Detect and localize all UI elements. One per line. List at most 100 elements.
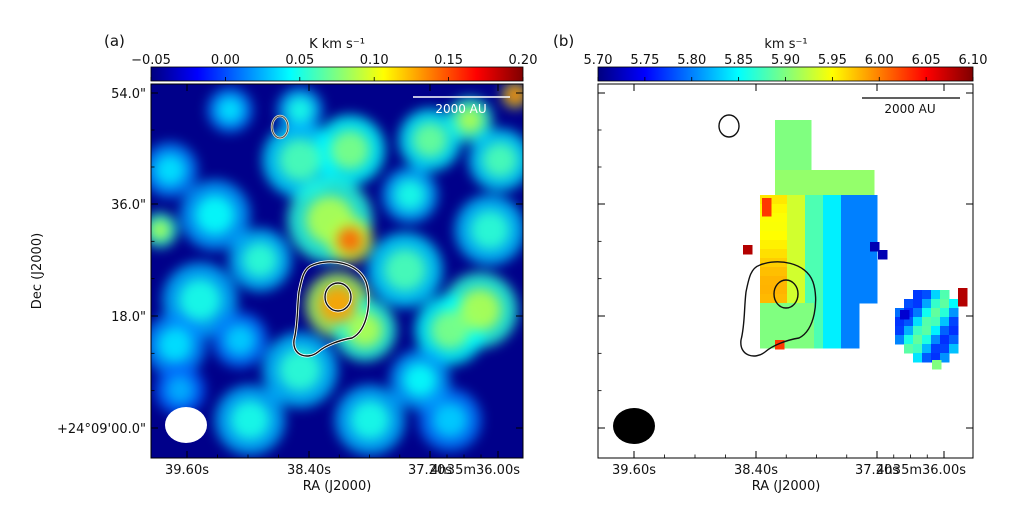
velocity-pixel [859,204,869,214]
velocity-pixel [775,120,785,130]
velocity-pixel [787,339,797,349]
intensity-core [412,122,448,158]
velocity-pixel [814,222,824,232]
velocity-pixel [775,156,785,166]
velocity-pixel [829,179,839,189]
velocity-pixel [796,294,806,304]
velocity-pixel [778,213,788,223]
velocity-pixel [904,299,914,309]
velocity-pixel [829,188,839,198]
velocity-pixel [859,240,869,250]
velocity-pixel [922,290,932,300]
velocity-pixel [805,312,815,322]
velocity-pixel [850,294,860,304]
velocity-pixel [793,138,803,148]
velocity-pixel [940,299,950,309]
velocity-pixel [769,339,779,349]
velocity-pixel [802,170,812,180]
velocity-pixel [787,240,797,250]
velocity-pixel [865,188,875,198]
panel-b-xtick-label: 38.40s [734,463,778,478]
intensity-core [195,195,235,235]
velocity-pixel [769,240,779,250]
velocity-pixel [841,213,851,223]
panel-a-xtick-label: 37.20s [408,463,452,478]
velocity-pixel [814,285,824,295]
velocity-pixel [823,294,833,304]
velocity-pixel [949,317,959,327]
velocity-pixel [805,222,815,232]
velocity-pixel [784,120,794,130]
velocity-pixel [814,204,824,214]
velocity-pixel [805,303,815,313]
velocity-pixel [823,231,833,241]
velocity-pixel [850,240,860,250]
velocity-pixel [769,330,779,340]
colorbar-b: km s⁻¹ 5.70 5.75 5.80 5.85 5.90 5.95 6.00 6.05 6… [584,37,987,82]
velocity-pixel [841,303,851,313]
velocity-pixel [841,330,851,340]
velocity-pixel [931,299,941,309]
velocity-pixel [850,330,860,340]
velocity-pixel [778,240,788,250]
intensity-core [230,400,270,440]
velocity-pixel [769,267,779,277]
velocity-pixel [841,312,851,322]
velocity-pixel [793,156,803,166]
colorbar-a-tick-label: 0.00 [211,53,240,68]
intensity-core [384,249,426,291]
contour-b-inner [773,279,799,309]
intensity-core [482,142,518,178]
intensity-core [432,402,468,438]
velocity-pixel [805,249,815,259]
velocity-pixel [814,249,824,259]
velocity-pixel [904,344,914,354]
velocity-pixel [878,250,888,260]
velocity-pixel [811,170,821,180]
velocity-pixel [823,312,833,322]
velocity-pixel [913,290,923,300]
velocity-pixel [760,222,770,232]
velocity-pixel [841,267,851,277]
velocity-pixel [856,188,866,198]
velocity-pixel [859,267,869,277]
velocity-pixel [805,267,815,277]
panel-b-frame [597,83,974,459]
velocity-pixel [838,188,848,198]
velocity-pixel [832,312,842,322]
velocity-pixel [805,195,815,205]
velocity-pixel [850,213,860,223]
velocity-pixel [949,344,959,354]
velocity-pixel [787,267,797,277]
velocity-pixel [784,179,794,189]
velocity-pixel [823,240,833,250]
velocity-pixel [814,303,824,313]
panel-a-frame [150,83,524,459]
velocity-pixel [823,249,833,259]
velocity-pixel [850,195,860,205]
velocity-pixel [832,222,842,232]
velocity-pixel [829,170,839,180]
intensity-core [279,349,321,391]
velocity-pixel [778,321,788,331]
velocity-pixel [832,204,842,214]
velocity-pixel [850,222,860,232]
velocity-pixel [787,195,797,205]
velocity-pixel [832,339,842,349]
velocity-pixel [922,344,932,354]
velocity-pixel [814,240,824,250]
velocity-pixel [793,129,803,139]
velocity-pixel [838,179,848,189]
velocity-pixel [841,222,851,232]
velocity-pixel [814,258,824,268]
velocity-pixel [760,339,770,349]
velocity-pixel [805,213,815,223]
velocity-pixel [868,231,878,241]
colorbar-a-gradient [150,66,524,82]
velocity-pixel [832,321,842,331]
velocity-pixel [832,249,842,259]
velocity-pixel [778,195,788,205]
colorbar-a: K km s⁻¹ −0.05 0.00 0.05 0.10 0.15 0.20 [131,37,537,82]
velocity-pixel [868,204,878,214]
velocity-pixel [775,179,785,189]
